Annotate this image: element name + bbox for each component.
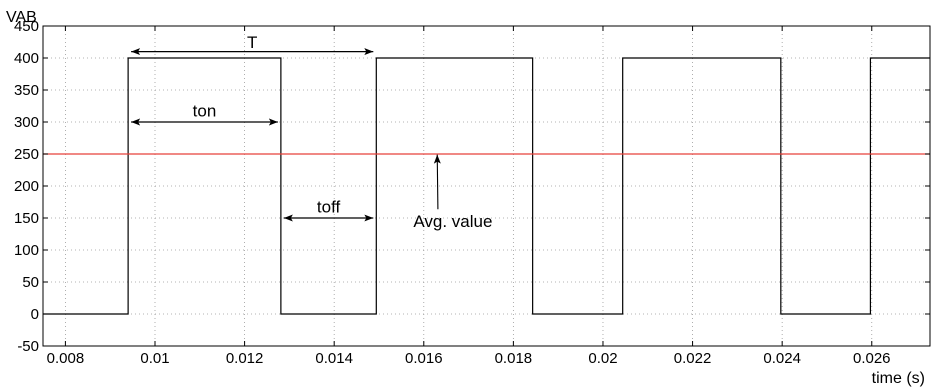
y-tick-label: -50 xyxy=(17,338,39,355)
annotation-label-t: T xyxy=(247,33,257,52)
x-tick-label: 0.01 xyxy=(140,350,169,367)
x-tick-label: 0.016 xyxy=(405,350,443,367)
x-axis-title: time (s) xyxy=(872,370,925,387)
x-tick-label: 0.022 xyxy=(674,350,712,367)
x-tick-label: 0.024 xyxy=(763,350,801,367)
x-tick-label: 0.026 xyxy=(853,350,891,367)
y-axis-title: VAB xyxy=(6,9,37,26)
series-line-vab xyxy=(43,57,930,315)
y-tick-label: 250 xyxy=(14,146,39,163)
y-tick-label: 200 xyxy=(14,178,39,195)
annotation-label-ton: ton xyxy=(193,101,217,120)
y-tick-label: 350 xyxy=(14,82,39,99)
y-tick-label: 400 xyxy=(14,50,39,67)
axes: 0.008 0.01 0.012 0.014 0.016 0.018 0.02 0.022 0.… xyxy=(14,18,930,367)
x-tick-label: 0.012 xyxy=(226,350,264,367)
x-tick-label: 0.018 xyxy=(495,350,533,367)
x-tick-label: 0.02 xyxy=(588,350,617,367)
annotation-label-toff: toff xyxy=(317,197,341,216)
grid xyxy=(43,25,930,347)
y-tick-label: 450 xyxy=(14,18,39,35)
y-tick-label: 50 xyxy=(22,274,39,291)
annotation-label-avg-value: Avg. value xyxy=(413,212,492,231)
series-group xyxy=(43,57,930,315)
annotation-arrow-avg-value xyxy=(433,154,441,210)
y-tick-label: 150 xyxy=(14,210,39,227)
y-tick-label: 100 xyxy=(14,242,39,259)
y-tick-label: 0 xyxy=(31,306,39,323)
x-tick-label: 0.014 xyxy=(315,350,353,367)
y-tick-label: 300 xyxy=(14,114,39,131)
x-tick-label: 0.008 xyxy=(47,350,85,367)
